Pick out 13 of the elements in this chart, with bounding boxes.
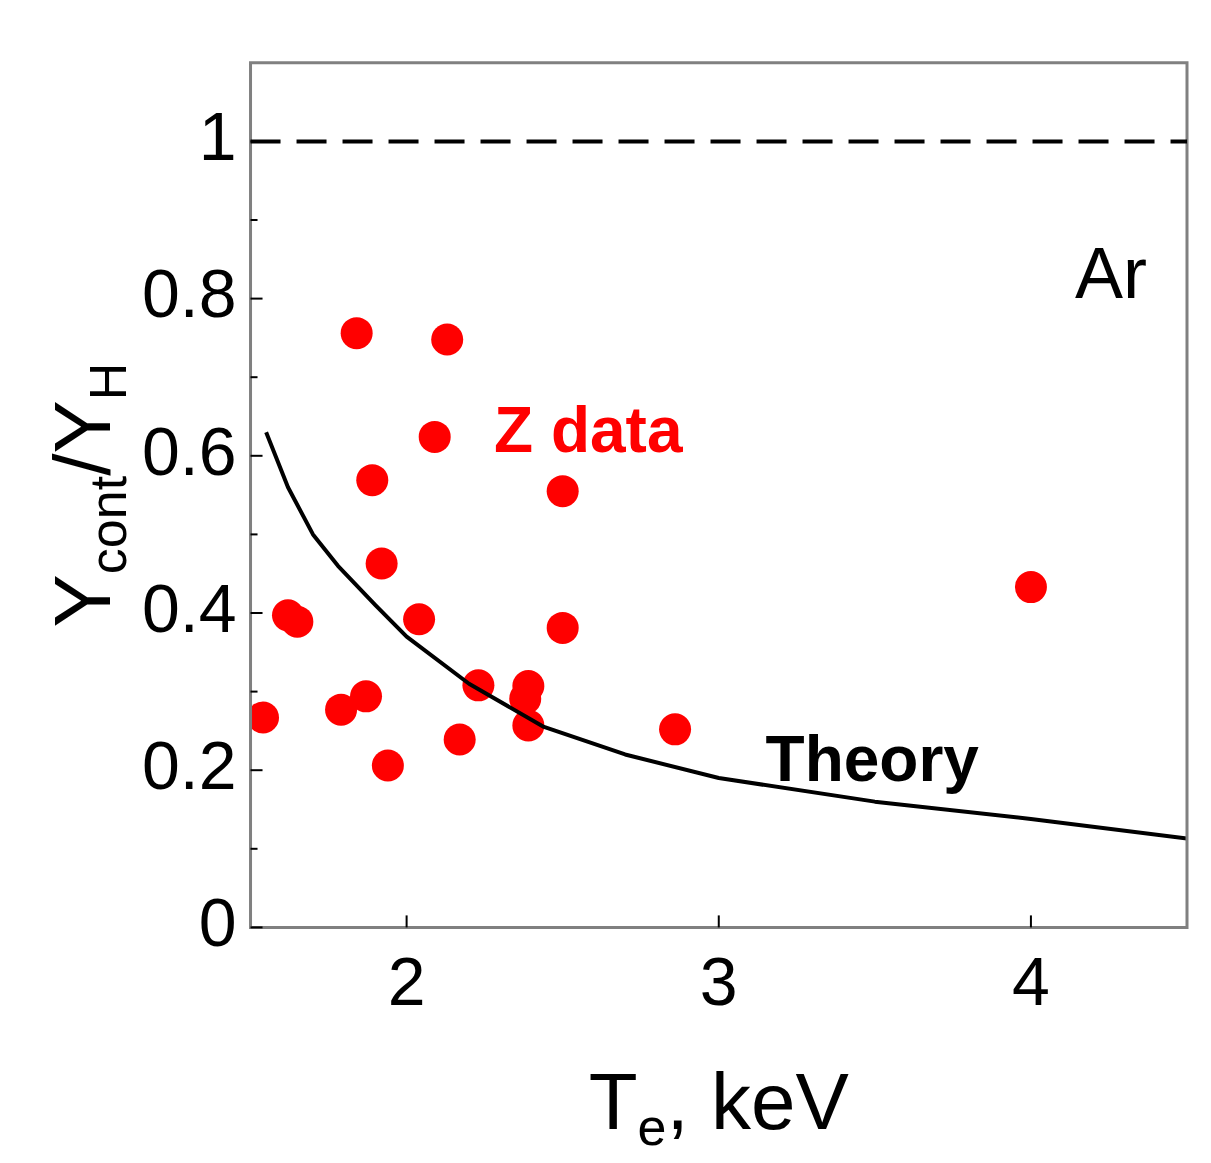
y-tick-label: 0.2: [142, 726, 237, 803]
y-tick-label: 0.8: [142, 255, 237, 332]
y-tick-label: 0.4: [142, 569, 237, 646]
y-tick-label: 0.6: [142, 412, 237, 489]
series-label: Z data: [494, 394, 683, 467]
x-tick-label: 3: [699, 942, 738, 1019]
x-tick-label: 4: [1012, 942, 1050, 1019]
y-axis-title: Ycont/YH: [38, 362, 138, 628]
x-tick-label: 2: [387, 942, 426, 1019]
annotation: Ar: [1075, 232, 1147, 313]
series-label: Theory: [765, 722, 980, 795]
y-tick-label: 1: [198, 98, 237, 175]
y-tick-label: 0: [198, 884, 237, 961]
